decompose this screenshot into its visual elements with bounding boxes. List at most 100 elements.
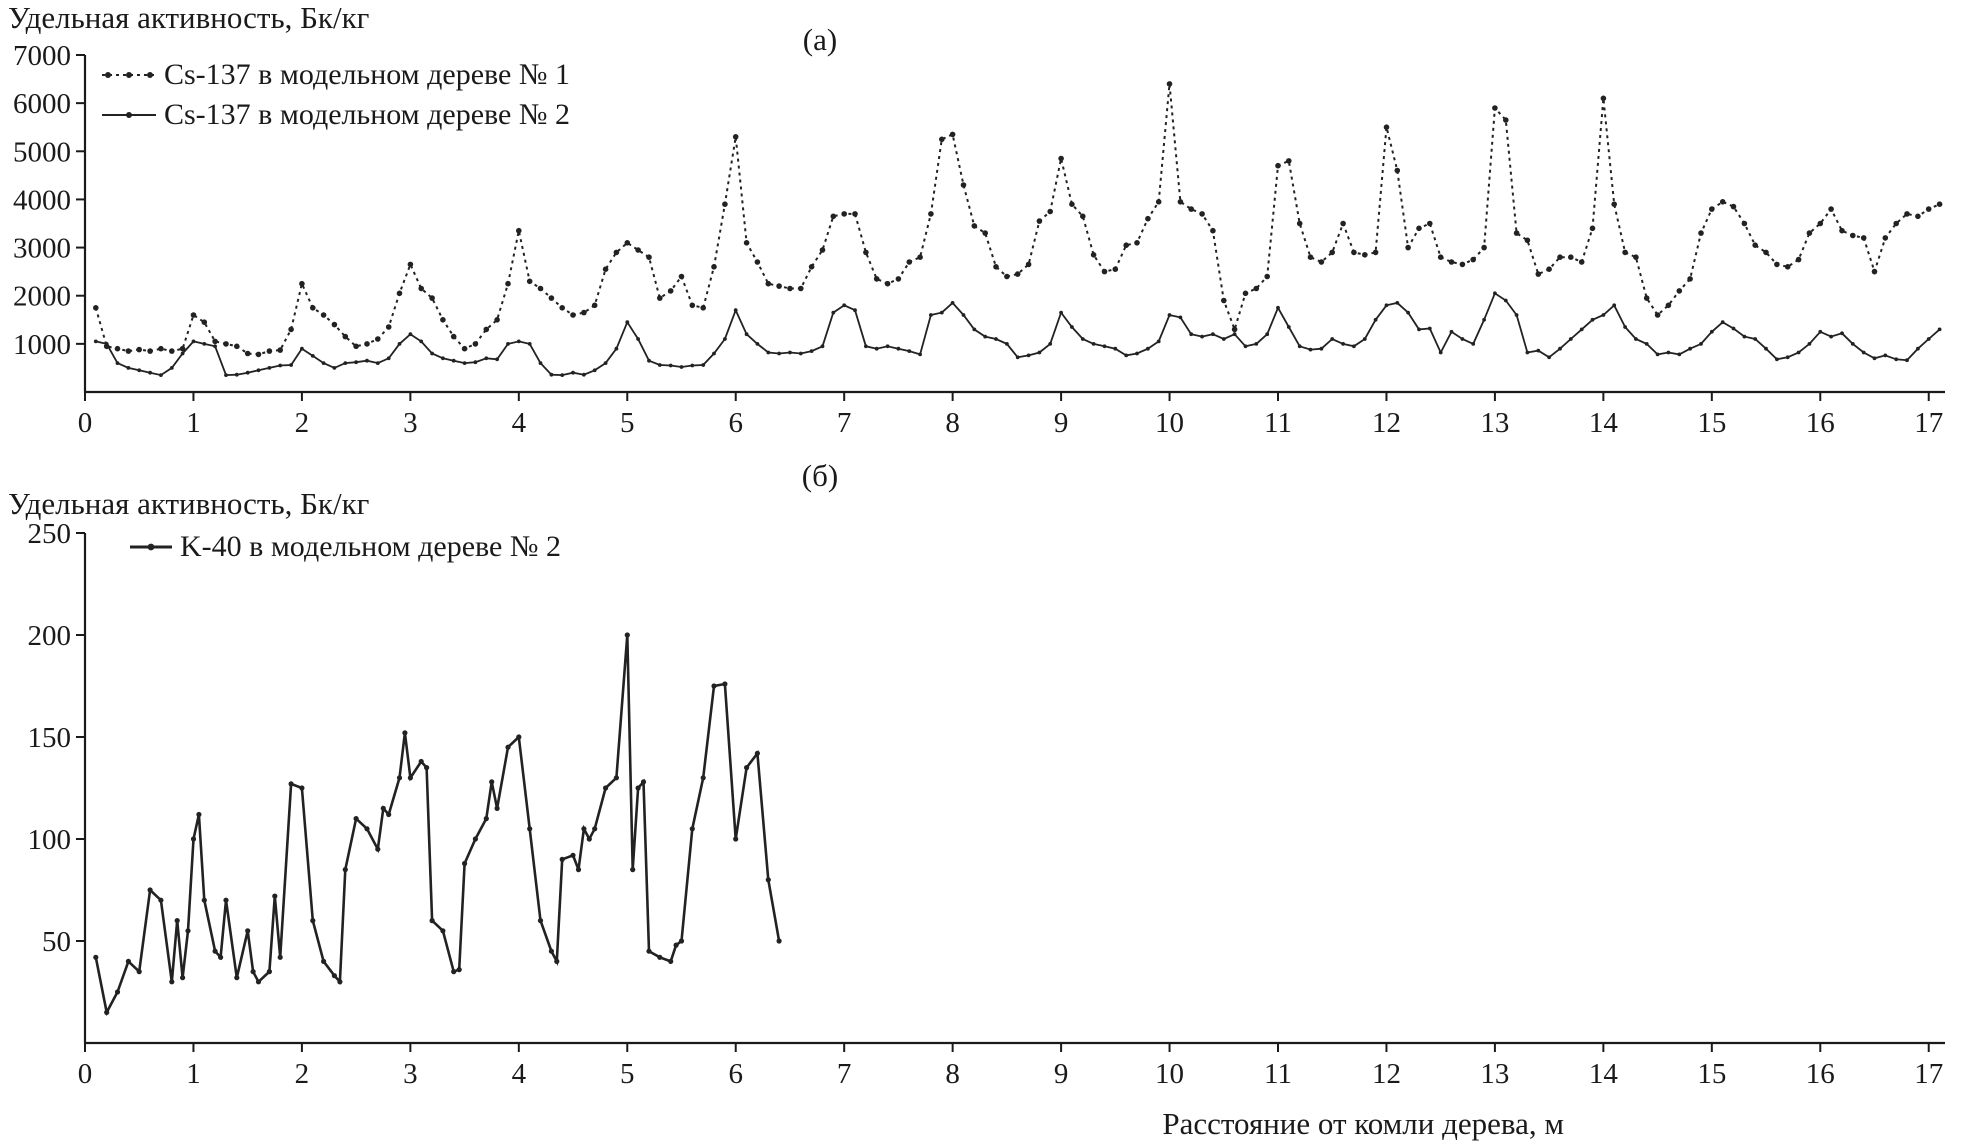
x-tick-label: 3	[403, 407, 418, 439]
data-point	[223, 897, 229, 903]
data-point	[701, 363, 706, 367]
data-point	[320, 312, 327, 318]
data-point	[1145, 215, 1151, 222]
x-tick-label: 17	[1914, 407, 1943, 439]
data-point	[1330, 337, 1335, 341]
data-point	[723, 337, 727, 341]
data-point	[678, 273, 685, 280]
data-point	[250, 969, 256, 975]
data-point	[451, 969, 457, 975]
data-point	[310, 305, 316, 311]
data-point	[526, 278, 533, 285]
data-point	[1437, 254, 1444, 260]
data-point	[777, 351, 781, 356]
data-point	[1276, 305, 1280, 310]
data-point	[1687, 276, 1693, 282]
data-point	[1264, 273, 1270, 280]
data-point	[798, 285, 804, 292]
data-point	[343, 361, 348, 365]
data-point	[1784, 264, 1791, 270]
data-point	[342, 867, 348, 873]
data-point	[1470, 256, 1476, 263]
data-point	[93, 305, 99, 311]
data-point	[375, 846, 381, 852]
data-point	[1513, 230, 1520, 236]
data-point	[1102, 344, 1107, 349]
data-point	[939, 310, 944, 315]
y-tick-label: 5000	[13, 136, 71, 168]
data-point	[885, 344, 890, 349]
data-point	[1850, 342, 1855, 346]
x-tick-label: 1	[186, 1058, 201, 1090]
data-point	[1654, 312, 1661, 318]
data-point	[928, 211, 934, 217]
data-point	[321, 958, 327, 964]
data-point	[960, 182, 967, 188]
data-point	[1742, 334, 1747, 339]
data-point	[1785, 355, 1790, 360]
data-point	[380, 805, 386, 811]
data-point	[1719, 199, 1726, 205]
data-point	[234, 975, 240, 981]
data-point	[527, 826, 533, 832]
data-point	[104, 342, 109, 346]
data-point	[732, 134, 739, 140]
y-tick-label: 200	[28, 620, 72, 652]
data-point	[300, 346, 304, 351]
x-tick-label: 12	[1372, 407, 1401, 439]
data-point	[1634, 337, 1638, 341]
x-tick-label: 8	[945, 407, 960, 439]
data-point	[1166, 81, 1173, 87]
data-point	[1579, 327, 1584, 332]
data-point	[332, 366, 337, 370]
y-tick-label: 2000	[13, 281, 71, 313]
data-point	[125, 348, 132, 354]
data-point	[125, 958, 131, 964]
data-point	[1612, 303, 1617, 308]
data-point	[234, 343, 240, 350]
series-0	[93, 81, 1943, 358]
data-point	[266, 348, 273, 354]
data-point	[1112, 266, 1119, 273]
data-point	[1134, 240, 1140, 246]
data-point	[689, 826, 695, 832]
data-point	[1254, 342, 1259, 346]
data-point	[1936, 201, 1943, 207]
data-point	[1156, 339, 1161, 344]
data-point	[1882, 235, 1889, 241]
data-point	[776, 938, 782, 944]
data-point	[1676, 288, 1683, 294]
data-point	[819, 247, 826, 253]
data-point	[1048, 342, 1053, 346]
data-point	[169, 979, 175, 985]
data-point	[1503, 298, 1508, 303]
data-point	[495, 357, 499, 362]
legend-label: Cs-137 в модельном дереве № 2	[164, 98, 570, 131]
data-point	[136, 969, 142, 975]
data-point	[1394, 167, 1401, 174]
data-point	[1199, 211, 1205, 217]
data-point	[1493, 291, 1497, 296]
data-point	[1590, 317, 1595, 322]
data-point	[484, 356, 489, 361]
data-point	[1926, 337, 1931, 341]
data-point	[1807, 342, 1812, 346]
data-point	[224, 373, 228, 377]
data-point	[559, 305, 565, 311]
data-point	[147, 887, 153, 893]
data-point	[1698, 230, 1704, 236]
data-point	[831, 310, 836, 315]
data-point	[1709, 206, 1715, 212]
x-tick-label: 11	[1264, 407, 1292, 439]
x-tick-label: 16	[1806, 1058, 1835, 1090]
data-point	[586, 836, 592, 842]
data-point	[353, 343, 359, 350]
data-point	[1471, 342, 1476, 346]
y-tick-label: 250	[28, 518, 72, 550]
data-point	[1406, 310, 1410, 315]
data-point	[1514, 313, 1519, 317]
x-tick-label: 0	[78, 407, 93, 439]
data-point	[842, 303, 847, 308]
